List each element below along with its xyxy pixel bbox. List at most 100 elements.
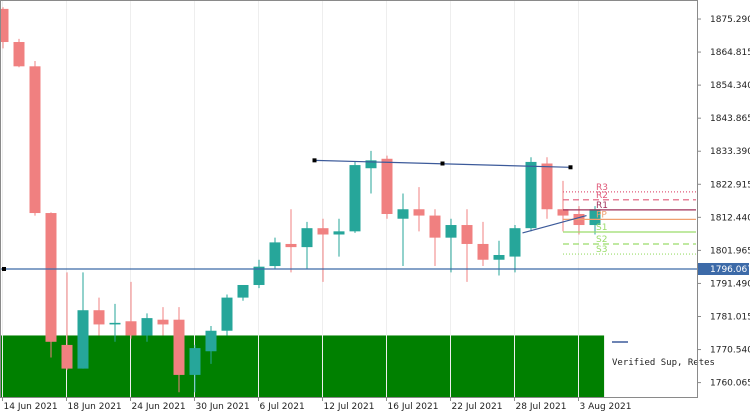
candle xyxy=(189,344,201,393)
candle xyxy=(13,38,25,68)
candle-body xyxy=(445,225,457,238)
candle-body xyxy=(61,344,73,369)
candle-body xyxy=(189,348,201,375)
candle-body xyxy=(509,228,521,257)
candle xyxy=(0,7,9,49)
candle xyxy=(29,60,41,216)
candle-body xyxy=(93,310,105,325)
candle-body xyxy=(397,209,409,219)
trend-line-anchor xyxy=(312,158,317,163)
candle-body xyxy=(461,225,473,244)
candle-body xyxy=(349,165,361,232)
candle-body xyxy=(525,161,537,229)
candle xyxy=(397,193,409,267)
y-axis-tick-label: 1864.815 xyxy=(710,48,750,58)
candle xyxy=(157,307,169,336)
y-axis-tick-label: 1854.340 xyxy=(710,81,750,91)
horizontal-line-anchor xyxy=(2,266,6,271)
x-axis-tick-label: 14 Jun 2021 xyxy=(4,402,58,412)
candle xyxy=(477,221,489,267)
price-tag-label: 1796.067 xyxy=(710,265,750,275)
candle xyxy=(429,209,441,267)
price-tag-background xyxy=(698,262,749,275)
candle-body xyxy=(301,228,313,248)
y-axis-tick-label: 1822.915 xyxy=(710,180,750,190)
candle-body xyxy=(493,255,505,260)
candle xyxy=(413,187,425,232)
x-axis-tick-label: 28 Jul 2021 xyxy=(516,402,567,412)
y-axis-tick-label: 1781.015 xyxy=(710,312,750,322)
candle-body xyxy=(365,160,377,169)
candle-body xyxy=(541,163,553,210)
candle xyxy=(493,240,505,276)
current-price-tag: 1796.067 xyxy=(698,262,750,275)
candle xyxy=(205,326,217,364)
support-zone xyxy=(1,335,605,397)
candle-body xyxy=(125,321,137,336)
candle xyxy=(77,272,89,369)
candle xyxy=(365,150,377,194)
pivot-level-label: R3 xyxy=(596,183,608,193)
pivot-level-label: S1 xyxy=(596,223,607,233)
candle xyxy=(221,294,233,336)
candle xyxy=(445,218,457,273)
candle xyxy=(269,237,281,270)
pivot-level-label: R2 xyxy=(596,191,608,201)
candle-body xyxy=(205,330,217,352)
horizontal-price-line xyxy=(1,266,697,271)
candle xyxy=(525,157,537,232)
candle-body xyxy=(45,213,57,342)
candle xyxy=(253,259,265,289)
candle xyxy=(461,209,473,282)
trend-line xyxy=(312,158,573,170)
x-axis-tick-label: 3 Aug 2021 xyxy=(580,402,632,412)
candle-body xyxy=(221,297,233,331)
x-axis-tick-label: 12 Jul 2021 xyxy=(324,402,375,412)
trend-line xyxy=(522,214,587,234)
candle xyxy=(61,272,73,371)
trend-line-anchor xyxy=(568,165,573,170)
candle-body xyxy=(589,209,601,226)
candle-body xyxy=(77,310,89,369)
candle xyxy=(557,180,569,232)
candle xyxy=(381,155,393,219)
candle xyxy=(285,209,297,273)
candle-body xyxy=(29,66,41,214)
x-axis-tick-label: 16 Jul 2021 xyxy=(388,402,439,412)
x-axis-tick-label: 6 Jul 2021 xyxy=(260,402,305,412)
candle xyxy=(589,206,601,235)
candle-body xyxy=(173,319,185,375)
candle-body xyxy=(317,228,329,235)
candle-body xyxy=(413,209,425,216)
candle-body xyxy=(429,215,441,238)
candle-body xyxy=(557,209,569,216)
candle-body xyxy=(269,242,281,267)
candle xyxy=(45,212,57,358)
candle xyxy=(173,307,185,393)
y-axis-tick-label: 1812.440 xyxy=(710,213,750,223)
y-axis-tick-label: 1833.390 xyxy=(710,147,750,157)
candle xyxy=(509,225,521,273)
candle xyxy=(125,281,137,339)
candle xyxy=(541,157,553,219)
legend-label: Verified Sup, Retes xyxy=(612,358,715,368)
x-axis-tick-label: 30 Jun 2021 xyxy=(196,402,250,412)
candle xyxy=(109,303,121,342)
trend-line-anchor xyxy=(440,161,445,166)
candle-body xyxy=(109,322,121,325)
pivot-level-label: PP xyxy=(596,210,607,220)
candle xyxy=(301,221,313,270)
y-axis-tick-label: 1801.965 xyxy=(710,246,750,256)
pivot-level-label: S3 xyxy=(596,245,607,255)
candle-body xyxy=(0,8,9,43)
candle-body xyxy=(157,319,169,325)
candle-body xyxy=(141,318,153,336)
candle-body xyxy=(285,243,297,248)
candle xyxy=(317,218,329,282)
candle-body xyxy=(477,243,489,260)
y-axis-tick-label: 1791.490 xyxy=(710,279,750,289)
candle xyxy=(333,218,345,257)
candle-body xyxy=(381,158,393,214)
